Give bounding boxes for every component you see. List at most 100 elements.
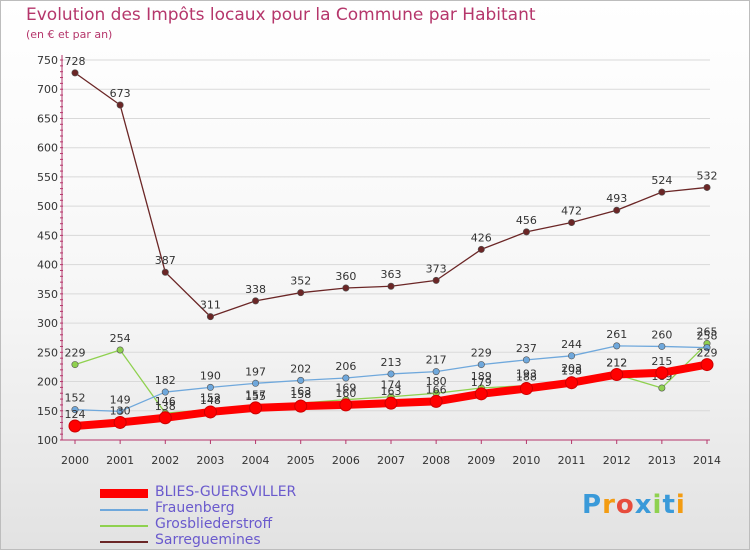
data-label-blies-guersviller: 212 (606, 357, 627, 370)
legend-swatch-frauenberg (100, 509, 148, 511)
data-point-sarreguemines (658, 188, 666, 196)
data-point-blies-guersviller (158, 411, 172, 425)
data-label-grosbliederstroff: 152 (200, 392, 221, 405)
data-label-grosbliederstroff: 189 (471, 370, 492, 383)
data-label-sarreguemines: 363 (381, 268, 402, 281)
data-label-frauenberg: 202 (290, 362, 311, 375)
data-label-sarreguemines: 524 (651, 174, 672, 187)
legend-item-sarreguemines: Sarreguemines (100, 532, 360, 549)
data-point-frauenberg (477, 361, 485, 369)
data-point-frauenberg (387, 370, 395, 378)
data-point-frauenberg (432, 368, 440, 376)
y-tick-label: 200 (37, 376, 58, 389)
data-label-blies-guersviller: 188 (516, 371, 537, 384)
data-label-grosbliederstroff: 212 (606, 357, 627, 370)
data-point-sarreguemines (161, 268, 169, 276)
data-label-frauenberg: 149 (110, 393, 131, 406)
data-label-frauenberg: 152 (65, 392, 86, 405)
x-tick-label: 2008 (422, 454, 450, 467)
data-point-frauenberg (613, 342, 621, 350)
data-label-sarreguemines: 673 (110, 87, 131, 100)
data-label-grosbliederstroff: 254 (110, 332, 131, 345)
data-label-blies-guersviller: 179 (471, 376, 492, 389)
legend-item-blies-guersviller: BLIES-GUERSVILLER (100, 484, 360, 501)
data-point-blies-guersviller (519, 382, 533, 396)
data-point-blies-guersviller (68, 419, 82, 433)
data-point-sarreguemines (206, 313, 214, 321)
y-tick-label: 100 (37, 434, 58, 447)
data-point-blies-guersviller (203, 405, 217, 419)
data-point-sarreguemines (613, 206, 621, 214)
data-label-sarreguemines: 426 (471, 231, 492, 244)
data-point-blies-guersviller (565, 376, 579, 390)
legend-swatch-grosbliederstroff (100, 525, 148, 527)
y-tick-label: 600 (37, 142, 58, 155)
legend-label-blies-guersviller: BLIES-GUERSVILLER (155, 484, 297, 500)
x-tick-label: 2004 (242, 454, 270, 467)
data-point-grosbliederstroff (116, 346, 124, 354)
data-point-blies-guersviller (294, 399, 308, 413)
chart-subtitle: (en € et par an) (26, 28, 113, 41)
x-tick-label: 2002 (151, 454, 179, 467)
data-label-grosbliederstroff: 229 (65, 347, 86, 360)
x-tick-label: 2007 (377, 454, 405, 467)
data-point-blies-guersviller (610, 368, 624, 382)
data-label-frauenberg: 244 (561, 338, 582, 351)
data-point-grosbliederstroff (71, 361, 79, 369)
y-tick-label: 150 (37, 405, 58, 418)
data-label-sarreguemines: 360 (335, 270, 356, 283)
x-tick-label: 2001 (106, 454, 134, 467)
data-label-blies-guersviller: 160 (335, 387, 356, 400)
legend: BLIES-GUERSVILLER Frauenberg Grosblieder… (100, 484, 360, 549)
x-tick-label: 2014 (693, 454, 721, 467)
data-label-frauenberg: 197 (245, 365, 266, 378)
logo-letter: i (675, 490, 686, 520)
y-tick-label: 650 (37, 112, 58, 125)
logo-letter: t (662, 490, 676, 520)
data-point-sarreguemines (477, 245, 485, 253)
data-point-sarreguemines (342, 284, 350, 292)
data-point-sarreguemines (71, 69, 79, 77)
y-tick-label: 400 (37, 259, 58, 272)
logo-letter: P (582, 490, 603, 520)
data-label-sarreguemines: 387 (155, 254, 176, 267)
data-label-blies-guersviller: 215 (651, 355, 672, 368)
data-label-blies-guersviller: 130 (110, 404, 131, 417)
data-point-sarreguemines (387, 282, 395, 290)
x-tick-label: 2006 (332, 454, 360, 467)
data-label-frauenberg: 206 (335, 360, 356, 373)
data-label-grosbliederstroff: 203 (561, 362, 582, 375)
x-tick-label: 2003 (196, 454, 224, 467)
data-point-blies-guersviller (113, 415, 127, 429)
data-point-sarreguemines (252, 297, 260, 305)
data-label-blies-guersviller: 124 (65, 408, 86, 421)
logo-letter: o (615, 490, 635, 520)
data-point-sarreguemines (703, 183, 711, 191)
data-label-grosbliederstroff: 169 (335, 382, 356, 395)
line-chart: 100 150 200 250 300 350 400 450 500 550 600 650 700 7… (37, 54, 721, 467)
data-label-sarreguemines: 472 (561, 205, 582, 218)
data-label-blies-guersviller: 229 (697, 347, 718, 360)
data-label-frauenberg: 237 (516, 342, 537, 355)
proxiti-logo: Proxiti (582, 490, 686, 520)
data-label-sarreguemines: 311 (200, 299, 221, 312)
data-point-frauenberg (252, 379, 260, 387)
data-point-frauenberg (71, 406, 79, 414)
data-label-grosbliederstroff: 193 (516, 368, 537, 381)
data-point-blies-guersviller (700, 358, 714, 372)
data-point-grosbliederstroff (658, 384, 666, 392)
y-tick-label: 550 (37, 171, 58, 184)
data-point-frauenberg (703, 344, 711, 352)
data-point-blies-guersviller (339, 398, 353, 412)
data-point-blies-guersviller (384, 396, 398, 410)
y-tick-label: 450 (37, 229, 58, 242)
y-tick-label: 350 (37, 288, 58, 301)
data-label-blies-guersviller: 166 (426, 383, 447, 396)
x-tick-label: 2000 (61, 454, 89, 467)
data-label-blies-guersviller: 163 (381, 385, 402, 398)
data-label-frauenberg: 229 (471, 347, 492, 360)
data-point-blies-guersviller (429, 394, 443, 408)
data-label-sarreguemines: 373 (426, 262, 447, 275)
legend-label-frauenberg: Frauenberg (155, 500, 235, 516)
logo-letter: x (634, 490, 653, 520)
